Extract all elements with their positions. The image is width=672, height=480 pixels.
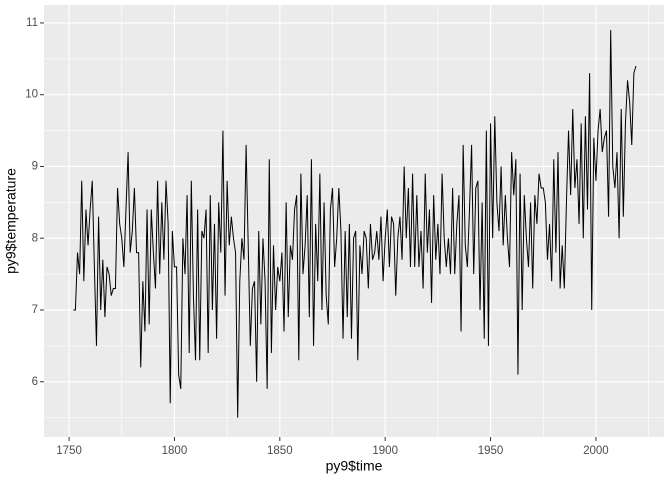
x-tick-label: 1950 <box>478 445 504 457</box>
data-line <box>73 30 637 418</box>
x-tick-label: 1750 <box>56 445 82 457</box>
y-axis-title: py9$temperature <box>3 168 19 274</box>
y-tick-label: 11 <box>26 17 38 29</box>
x-tick-label: 2000 <box>583 445 609 457</box>
x-tick-label: 1850 <box>267 445 293 457</box>
y-tick-label: 9 <box>32 160 38 172</box>
x-tick-label: 1900 <box>372 445 398 457</box>
x-axis-title: py9$time <box>326 458 383 474</box>
y-tick-label: 6 <box>32 376 38 388</box>
panel <box>44 5 664 437</box>
y-tick-label: 10 <box>25 89 38 101</box>
x-tick-label: 1800 <box>162 445 188 457</box>
y-tick-label: 7 <box>32 304 38 316</box>
y-tick-label: 8 <box>32 232 38 244</box>
